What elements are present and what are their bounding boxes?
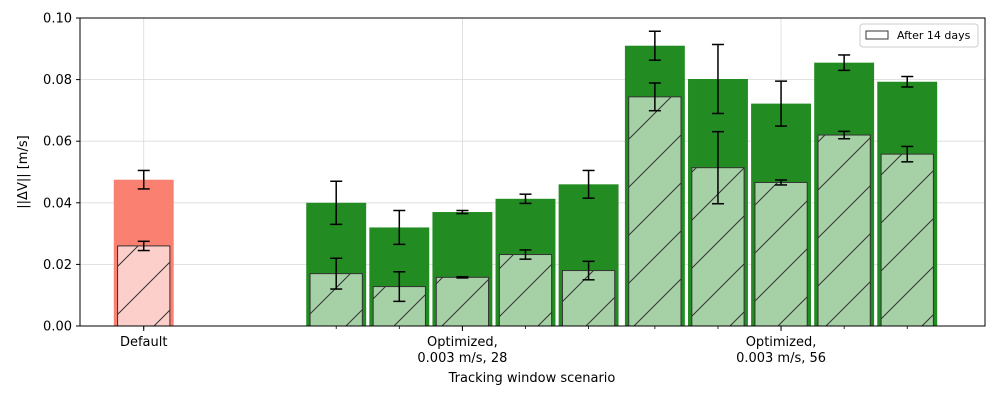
x-tick-label-line: Optimized, (427, 335, 498, 350)
y-tick-label: 0.10 (43, 12, 72, 27)
bar-hatch (499, 254, 552, 326)
x-tick-label-line: Default (120, 335, 168, 350)
x-axis-title: Tracking window scenario (448, 371, 616, 386)
bar-hatch (436, 277, 489, 326)
legend: After 14 days (859, 23, 979, 48)
x-tick-label: Default (120, 335, 168, 350)
bar-hatch (117, 245, 170, 326)
y-tick-label: 0.00 (43, 320, 72, 335)
y-tick-label: 0.08 (43, 73, 72, 88)
plot-frame (79, 17, 986, 327)
bar-hatch (881, 154, 934, 326)
x-tick-label-line: 0.003 m/s, 28 (417, 351, 507, 366)
bar-hatch (628, 96, 681, 327)
x-tick-label: Optimized, 0.003 m/s, 28 (417, 335, 507, 366)
bar-hatch (754, 182, 808, 326)
x-tick-label: Optimized, 0.003 m/s, 56 (736, 335, 826, 366)
bars (113, 30, 938, 327)
axes: 0.00 0.02 0.04 0.06 0.08 0.10 Default Optimized… (43, 12, 986, 366)
x-tick-label-line: Optimized, (746, 335, 817, 350)
bar-hatch (818, 135, 871, 326)
x-tick-label-line: 0.003 m/s, 56 (736, 351, 826, 366)
legend-frame (859, 23, 979, 48)
y-axis-title: ||ΔV|| [m/s] (16, 135, 31, 208)
legend-swatch-after-14-days (865, 30, 889, 40)
y-tick-label: 0.06 (43, 135, 72, 150)
legend-label-after-14-days: After 14 days (897, 29, 971, 42)
y-tick-label: 0.02 (43, 258, 72, 273)
y-tick-label: 0.04 (43, 196, 72, 211)
